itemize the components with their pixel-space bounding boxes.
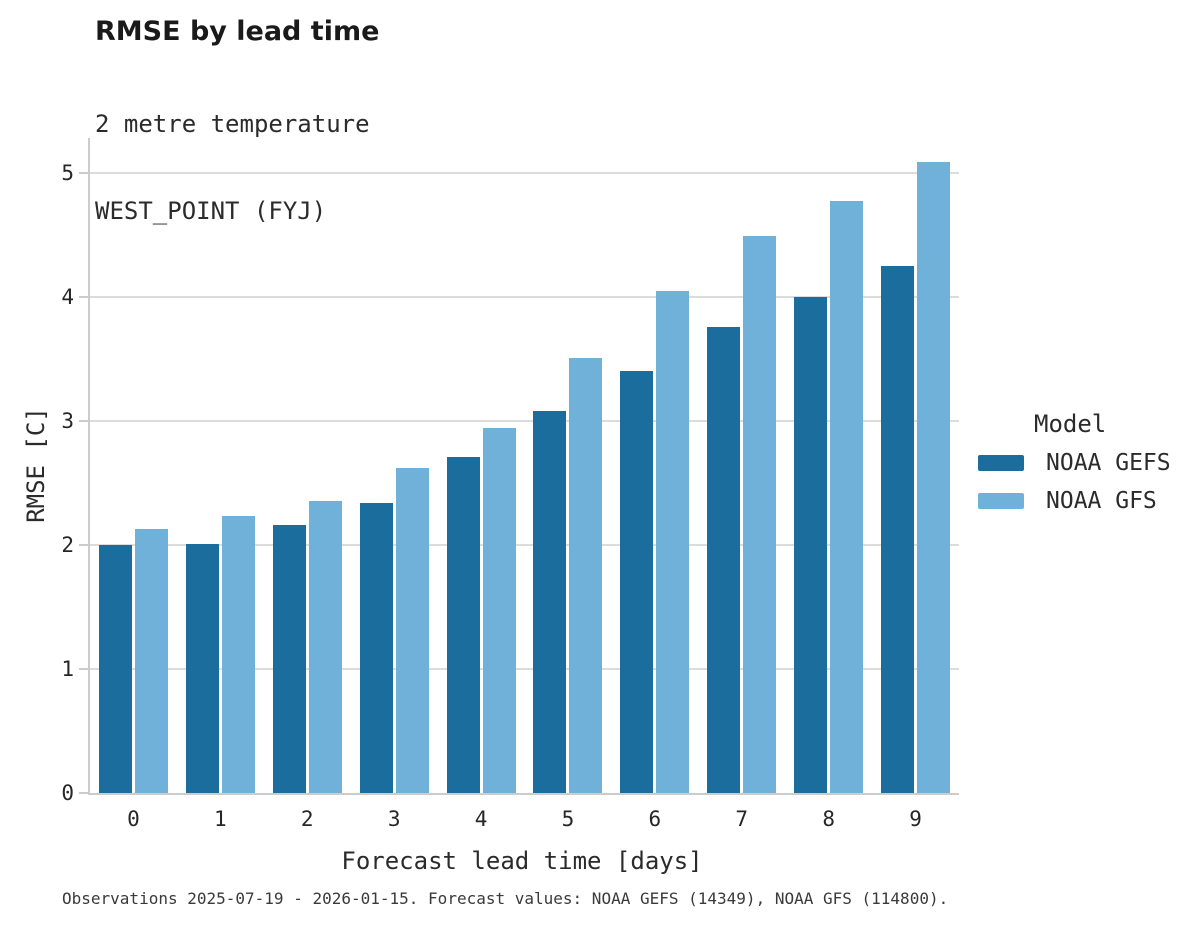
chart-title: RMSE by lead time: [95, 16, 380, 47]
bar-noaa-gefs-8: [794, 296, 828, 793]
legend-label-noaa-gfs: NOAA GFS: [1046, 488, 1157, 514]
bar-noaa-gfs-3: [395, 467, 429, 793]
subtitle-variable: 2 metre temperature: [95, 110, 370, 138]
bar-noaa-gfs-5: [569, 357, 603, 793]
x-tick-label-9: 9: [909, 807, 922, 831]
x-tick-label-0: 0: [127, 807, 140, 831]
y-tick-label-0: 0: [61, 781, 74, 805]
x-tick-label-2: 2: [300, 807, 314, 831]
x-tick-label-8: 8: [822, 807, 835, 831]
bar-noaa-gfs-6: [656, 290, 690, 793]
legend-item-noaa-gfs: NOAA GFS: [978, 488, 1171, 514]
x-tick-label-1: 1: [214, 807, 227, 831]
gridline-y2: [90, 543, 959, 546]
bar-noaa-gfs-2: [308, 501, 342, 793]
y-tick-label-4: 4: [61, 284, 74, 309]
x-axis-label: Forecast lead time [days]: [341, 847, 703, 875]
gridline-y1: [90, 667, 959, 670]
x-tick-label-6: 6: [648, 807, 662, 831]
subtitle-station: WEST_POINT (FYJ): [95, 197, 327, 225]
y-tick-mark-0: [79, 792, 88, 794]
gridline-y4: [90, 295, 959, 298]
bar-noaa-gefs-0: [98, 544, 132, 793]
bar-noaa-gfs-4: [482, 428, 516, 793]
bar-noaa-gefs-7: [707, 326, 741, 793]
bar-noaa-gefs-9: [881, 265, 915, 793]
legend-item-noaa-gefs: NOAA GEFS: [978, 450, 1171, 476]
bar-noaa-gfs-9: [917, 161, 951, 793]
x-tick-label-4: 4: [474, 807, 488, 831]
legend-swatch-noaa-gfs: [978, 493, 1024, 509]
legend-label-noaa-gefs: NOAA GEFS: [1046, 450, 1171, 476]
legend: Model NOAA GEFS NOAA GFS: [978, 410, 1171, 514]
y-axis-label: RMSE [C]: [22, 407, 50, 523]
chart-subtitle: 2 metre temperature WEST_POINT (FYJ): [95, 52, 370, 284]
bar-noaa-gefs-5: [533, 410, 567, 793]
bar-noaa-gfs-1: [221, 516, 255, 793]
y-tick-label-5: 5: [61, 160, 74, 185]
x-tick-label-5: 5: [561, 807, 575, 831]
y-tick-mark-4: [79, 295, 88, 298]
bar-noaa-gfs-7: [743, 236, 777, 793]
y-tick-label-2: 2: [61, 532, 74, 557]
x-tick-label-3: 3: [387, 807, 401, 831]
y-tick-mark-5: [79, 171, 88, 174]
y-tick-mark-2: [79, 543, 88, 546]
y-tick-mark-1: [79, 667, 88, 670]
gridline-y5: [90, 171, 959, 174]
gridline-y3: [90, 419, 959, 422]
bar-noaa-gefs-1: [185, 543, 219, 793]
y-tick-label-3: 3: [61, 408, 74, 433]
bar-noaa-gfs-8: [830, 201, 864, 793]
bar-noaa-gefs-4: [446, 456, 480, 793]
legend-swatch-noaa-gefs: [978, 455, 1024, 471]
y-tick-mark-3: [79, 419, 88, 422]
bar-noaa-gefs-2: [272, 525, 306, 793]
footnote: Observations 2025-07-19 - 2026-01-15. Fo…: [62, 889, 949, 908]
y-tick-label-1: 1: [61, 656, 74, 681]
bar-noaa-gefs-3: [359, 502, 393, 793]
plot-area: 0 1 2 3 4 5 0 1 2 3 4 5 6 7 8 9: [61, 138, 959, 831]
bar-noaa-gfs-0: [134, 528, 168, 793]
bar-noaa-gefs-6: [620, 371, 654, 793]
legend-title: Model: [1034, 410, 1107, 438]
x-tick-label-7: 7: [735, 807, 749, 831]
